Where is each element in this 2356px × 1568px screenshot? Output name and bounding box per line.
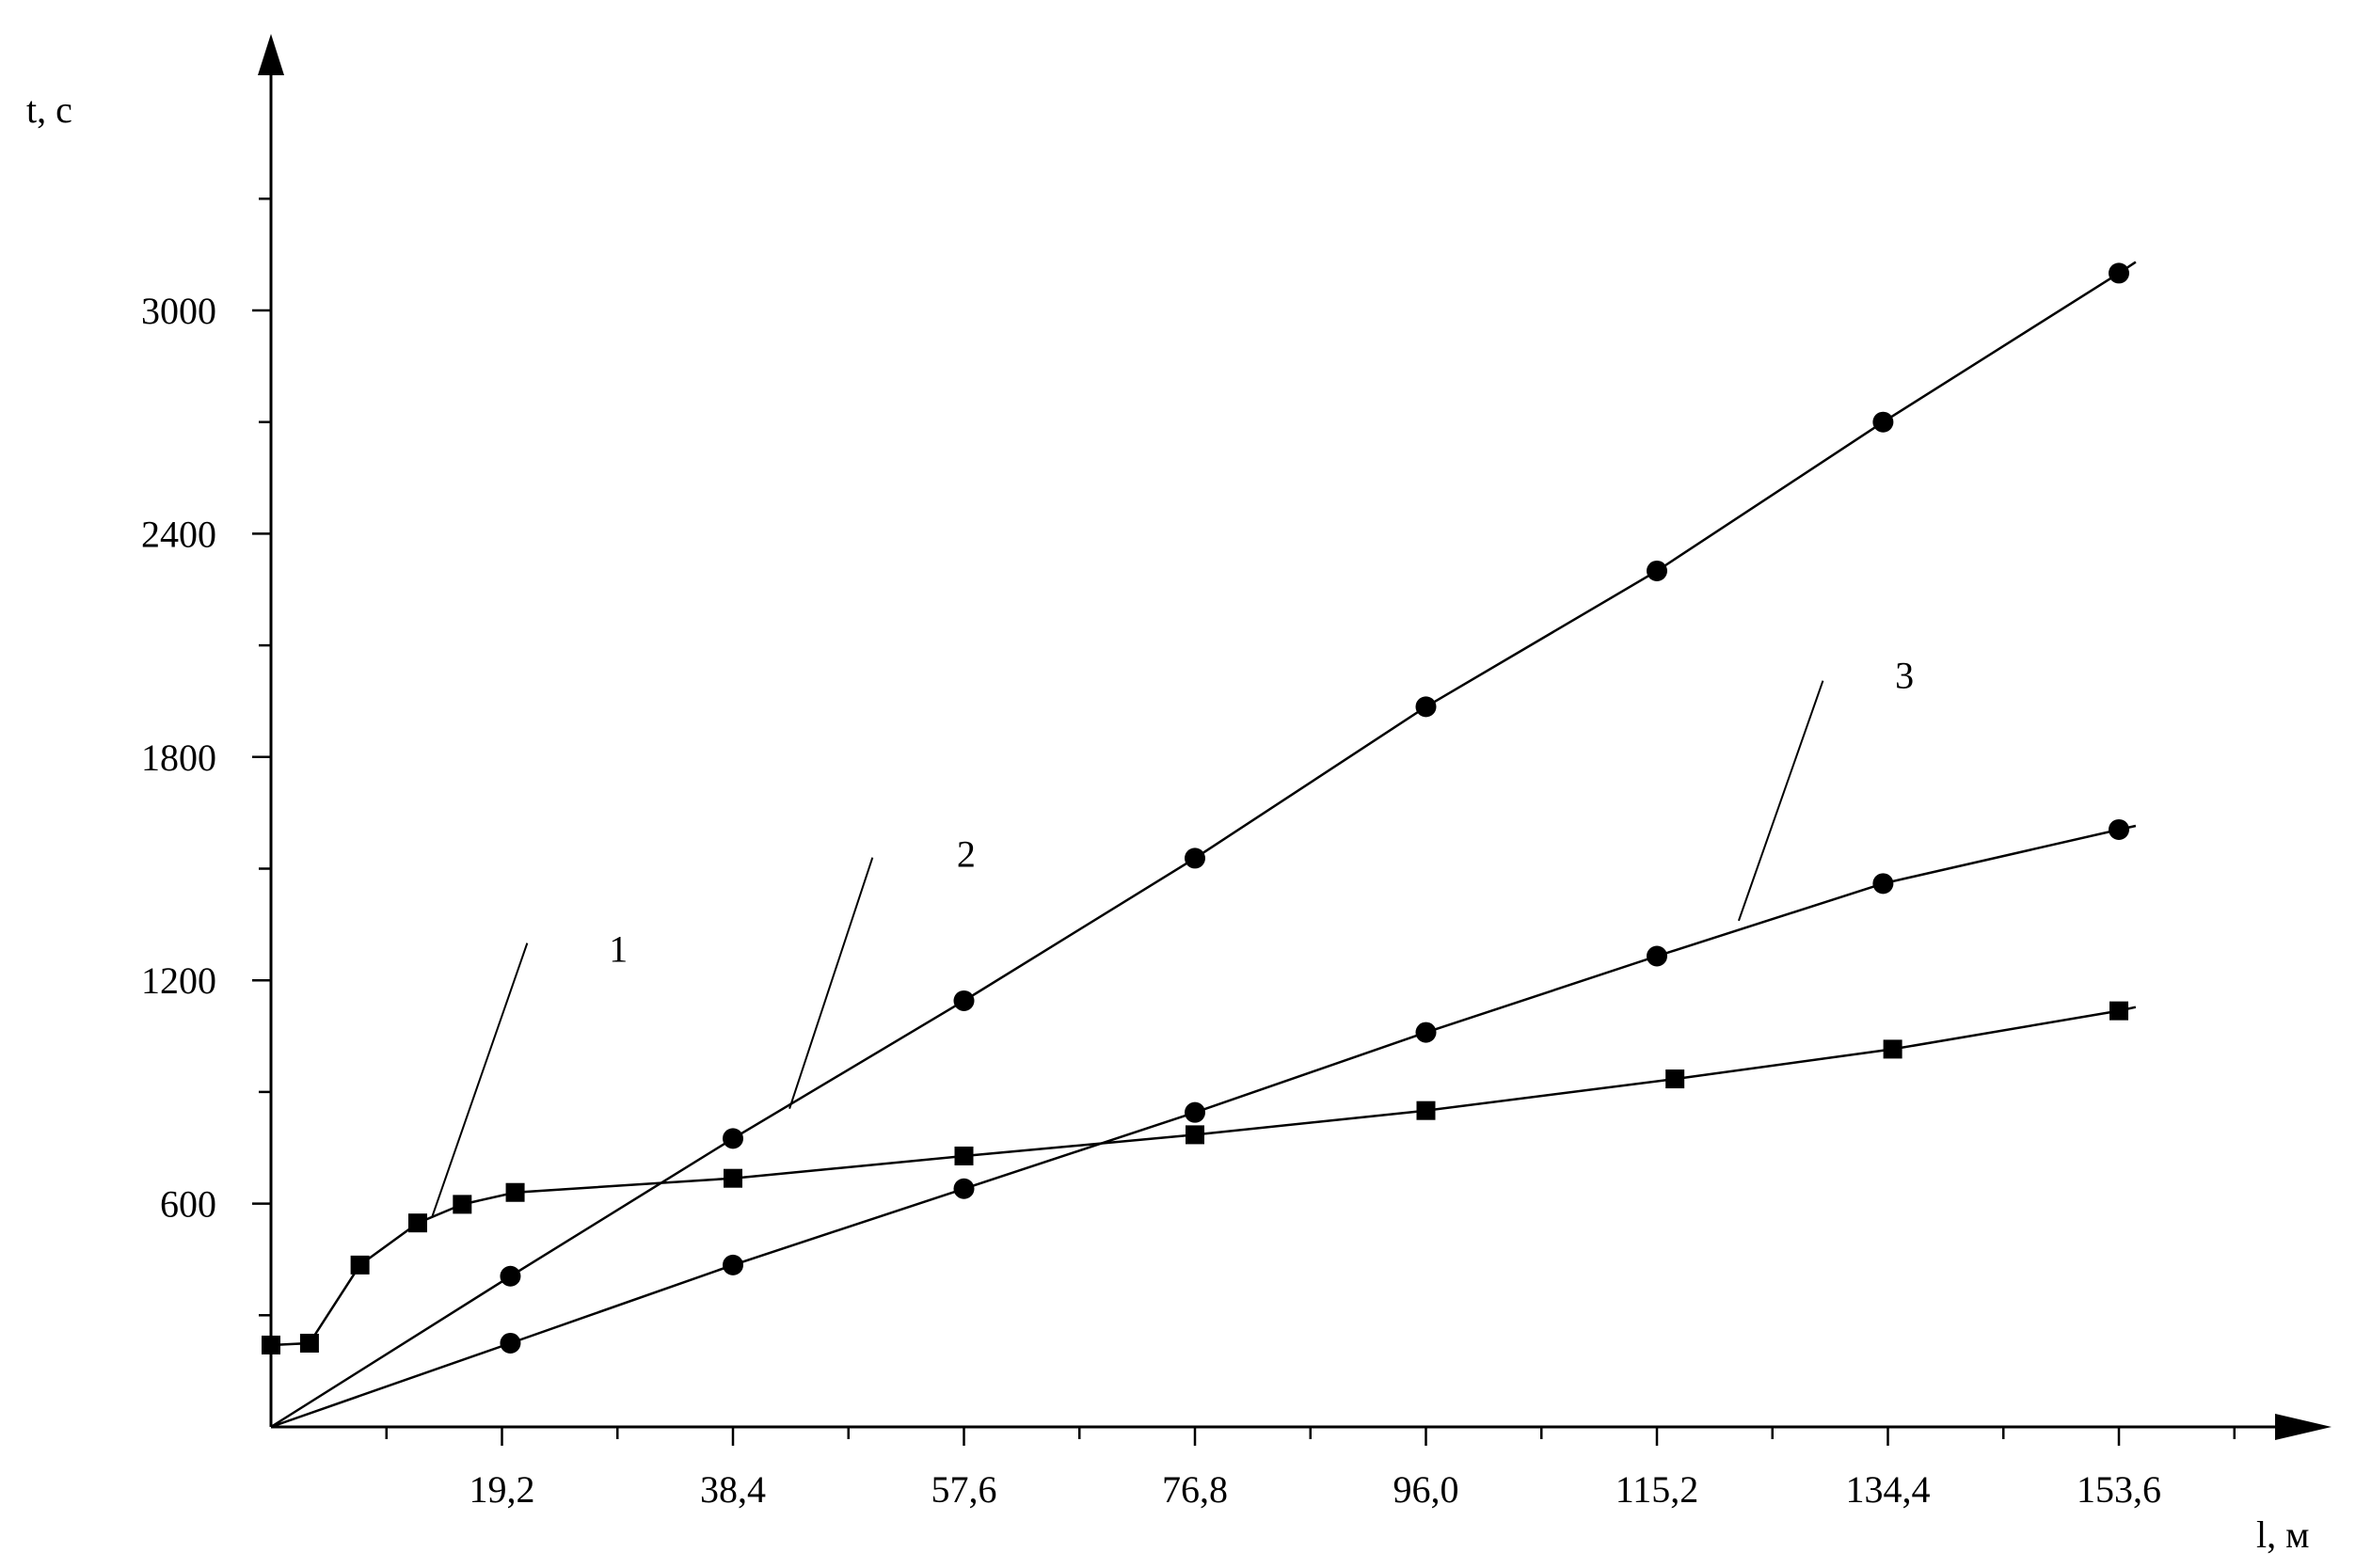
data-point-circle [500,1332,521,1354]
data-point-circle [1185,1101,1205,1123]
axes [258,34,2332,1440]
data-point-circle [723,1128,743,1149]
data-point-circle [1647,560,1667,581]
x-tick-label: 57,6 [931,1468,997,1511]
leader-lines [431,680,1824,1217]
data-point-square [299,1333,319,1353]
y-tick-label: 2400 [141,513,216,555]
leader-line-1 [431,942,529,1217]
data-point-circle [500,1265,521,1287]
curve-label-2: 2 [957,833,976,876]
series-3 [270,818,2137,1429]
data-point-square [1665,1069,1685,1089]
data-point-square [2109,1001,2128,1021]
y-tick-label: 1800 [141,736,216,779]
data-point-circle [723,1254,743,1275]
data-point-circle [2109,262,2129,284]
data-point-square [724,1168,742,1188]
series-line-2 [270,261,2137,1429]
x-axis-label: l, м [2256,1513,2309,1556]
leader-line-2 [788,857,874,1110]
data-point-square [262,1335,280,1354]
series-group [262,261,2137,1429]
data-point-circle [953,1178,975,1199]
curve-label-1: 1 [609,927,628,970]
y-tick-label: 3000 [141,290,216,332]
series-2 [270,261,2137,1429]
ticks [252,198,2236,1446]
y-axis-arrow-icon [258,34,284,75]
data-point-circle [1647,945,1667,967]
data-point-square [453,1195,472,1214]
x-tick-label: 96,0 [1393,1468,1459,1511]
data-point-circle [1415,1022,1437,1043]
series-line-1 [270,1006,2137,1347]
y-axis-label: t, с [26,88,72,131]
x-tick-label: 115,2 [1616,1468,1699,1511]
data-point-square [350,1255,370,1275]
data-point-square [1186,1125,1204,1145]
data-point-circle [2109,818,2129,840]
y-tick-label: 600 [160,1183,216,1226]
data-point-square [407,1213,427,1233]
x-tick-label: 153,6 [2077,1468,2161,1511]
leader-line-3 [1738,680,1824,922]
data-point-square [505,1182,525,1202]
data-point-square [954,1146,974,1165]
data-point-circle [1185,847,1205,869]
data-point-circle [1872,411,1894,433]
x-tick-label: 134,4 [1846,1468,1931,1511]
data-point-circle [953,990,975,1011]
y-tick-label: 1200 [141,959,216,1002]
tick-labels: 19,2 38,4 57,6 76,8 96,0 115,2 134,4 153,660012… [141,290,2161,1511]
x-tick-label: 38,4 [700,1468,766,1511]
data-point-square [1416,1101,1436,1120]
curve-label-3: 3 [1895,655,1914,697]
data-point-circle [1415,696,1437,718]
data-point-square [1883,1039,1902,1059]
series-1 [262,1001,2137,1354]
x-axis-arrow-icon [2275,1414,2332,1440]
series-line-3 [270,824,2137,1429]
x-tick-label: 76,8 [1162,1468,1228,1511]
curve-labels: 1 2 3 [609,655,1914,971]
data-point-circle [1872,873,1894,895]
x-tick-label: 19,2 [470,1468,535,1511]
